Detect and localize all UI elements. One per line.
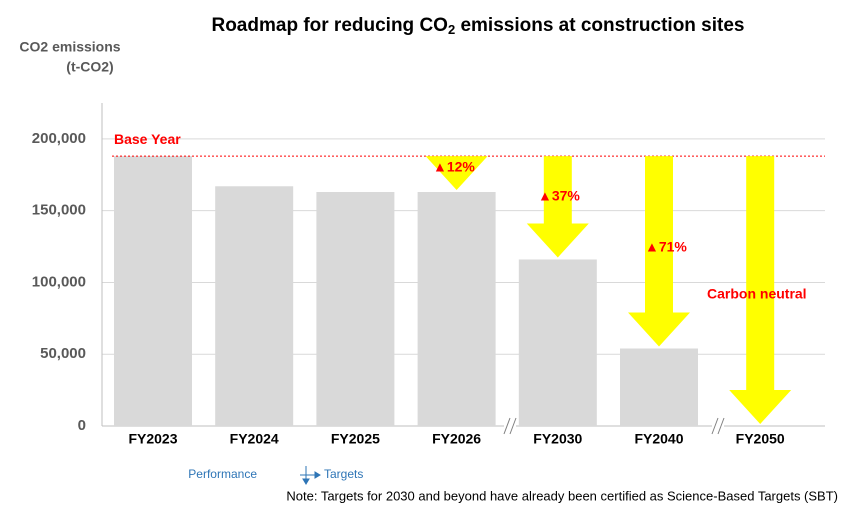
y-tick-label: 100,000 [32, 273, 86, 290]
note: Note: Targets for 2030 and beyond have a… [286, 488, 838, 503]
y-tick-label: 200,000 [32, 130, 86, 147]
chart-title: Roadmap for reducing CO2 emissions at co… [211, 15, 744, 37]
axis-break-gap [712, 418, 724, 434]
legend-performance: Performance [188, 467, 257, 481]
bar [417, 192, 496, 426]
x-tick-label: FY2025 [331, 431, 380, 447]
bar [215, 186, 294, 426]
title-subscript: 2 [448, 22, 455, 37]
x-tick-label: FY2030 [533, 431, 582, 447]
title-part: Roadmap for reducing CO [211, 15, 447, 36]
legend-arrows [300, 466, 321, 485]
y-axis-label: (t-CO2) [66, 59, 113, 75]
bar [114, 156, 192, 427]
y-tick-label: 50,000 [40, 345, 86, 362]
arrow-head [314, 471, 321, 479]
reduction-label: Carbon neutral [707, 286, 807, 302]
reduction-label: ▲12% [433, 159, 475, 175]
reduction-label: ▲37% [538, 188, 580, 204]
reduction-arrow [628, 156, 690, 347]
axis-break [711, 417, 719, 435]
y-tick-label: 150,000 [32, 202, 86, 219]
reduction-arrow [425, 156, 488, 191]
bar [518, 259, 597, 426]
legend-targets: Targets [324, 467, 363, 481]
reduction-label: ▲71% [645, 239, 687, 255]
x-tick-label: FY2023 [128, 431, 177, 447]
y-axis-label: CO2 emissions [19, 39, 120, 55]
x-tick-label: FY2024 [230, 431, 279, 447]
title-part: emissions at construction sites [455, 15, 744, 36]
axis-break [503, 417, 511, 435]
axis-break-gap [504, 418, 516, 434]
reduction-arrow [526, 156, 589, 258]
reduction-arrow [729, 156, 792, 425]
x-tick-label: FY2050 [736, 431, 785, 447]
x-tick-label: FY2040 [634, 431, 683, 447]
axis-break [717, 417, 725, 435]
arrow-head [302, 478, 310, 485]
y-tick-label: 0 [78, 417, 86, 434]
x-tick-label: FY2026 [432, 431, 481, 447]
bar [620, 348, 698, 426]
bar [316, 192, 395, 426]
axis-break [509, 417, 517, 435]
base-year-label: Base Year [114, 131, 181, 147]
